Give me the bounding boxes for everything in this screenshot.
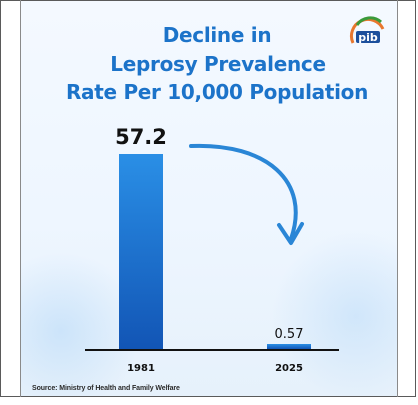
category-label-2025: 2025	[275, 363, 303, 374]
bar-2025	[267, 344, 311, 349]
category-label-1981: 1981	[127, 363, 155, 374]
source-note: Source: Ministry of Health and Family We…	[32, 385, 180, 392]
value-label-2025: 0.57	[275, 327, 304, 342]
chart-svg: 57.2 1981 0.57 2025	[85, 125, 339, 374]
chart-title-line-2: Leprosy Prevalence	[110, 52, 326, 76]
chart-title-line-3: Rate Per 10,000 Population	[65, 80, 369, 104]
value-label-1981: 57.2	[115, 125, 167, 149]
curved-arrow-icon	[189, 143, 298, 241]
image-frame	[0, 0, 416, 397]
right-border-line	[397, 0, 398, 397]
chart-title-line-1: Decline in	[162, 23, 272, 47]
pib-logo-icon: pib	[349, 16, 385, 44]
curved-arrow-head	[277, 222, 304, 245]
infographic-card: Decline in Leprosy Prevalence Rate Per 1…	[21, 1, 397, 396]
bars-layer	[119, 154, 311, 349]
pib-logo-text: pib	[358, 31, 378, 44]
left-border-line	[20, 0, 21, 397]
background-glow-right	[271, 231, 397, 396]
bar-1981	[119, 154, 163, 349]
labels-layer: 57.2 1981 0.57 2025	[115, 125, 303, 374]
